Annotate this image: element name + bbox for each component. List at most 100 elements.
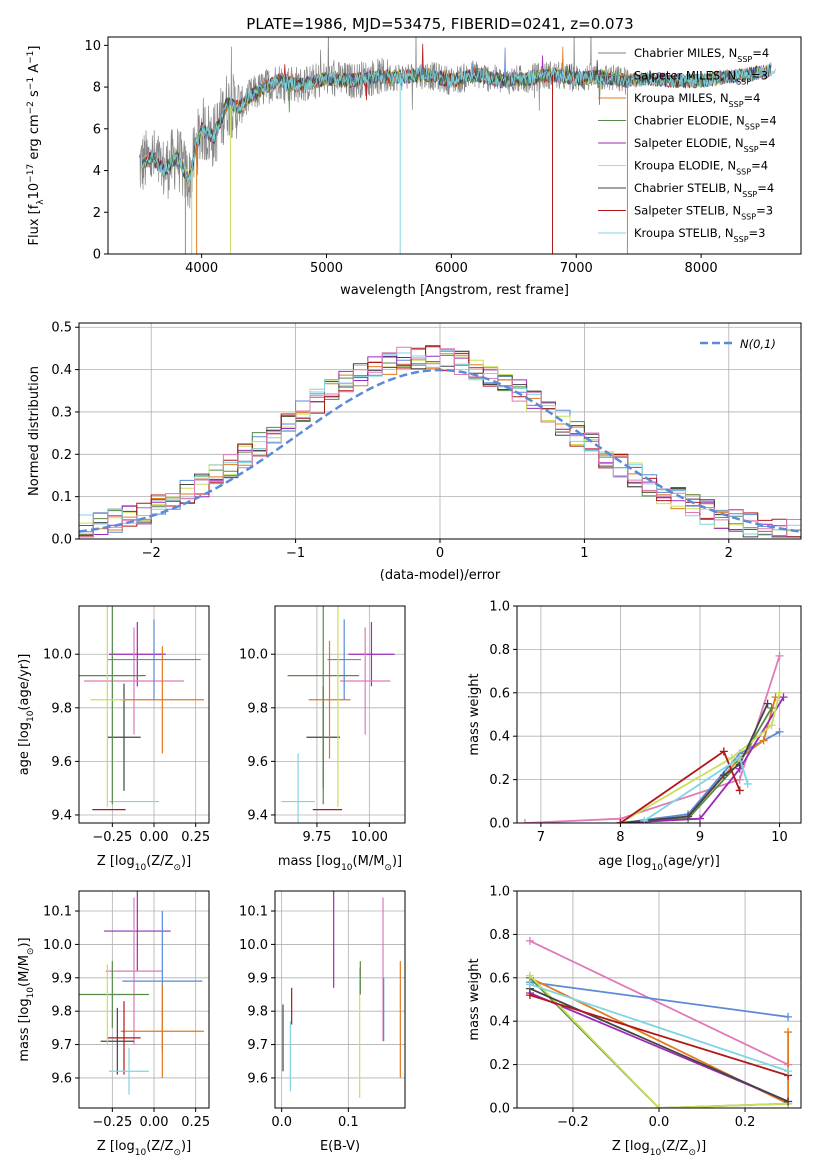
mass-weight-point (525, 971, 534, 980)
y-tick-label: 10.1 (43, 905, 72, 920)
mass-weight-vs-metallicity-panel: −0.2 0.0 0.2 0.0 0.2 0.4 0.6 0.8 1.0 Z [log10(Z/Z… (467, 885, 802, 1158)
x-tick-label: −2 (142, 546, 161, 561)
y-tick-label: 2 (93, 206, 101, 221)
y-tick-label: 0.2 (51, 448, 72, 463)
y-tick-label: 9.4 (247, 808, 268, 823)
legend-entry-label: N(0,1) (740, 337, 776, 351)
mass-weight-point (743, 779, 752, 788)
error-bars (79, 891, 204, 1095)
mass-weight-point (684, 812, 693, 821)
legend-entry-label: Salpeter STELIB, NSSP=3 (634, 204, 773, 222)
y-tick-label: 9.7 (247, 1038, 268, 1053)
spectrum-lines (138, 37, 776, 254)
y-axis-label: age [log10(age/yr)] (17, 654, 36, 776)
histogram-series-step (79, 345, 801, 538)
y-tick-label: 0.6 (489, 971, 510, 986)
mass-weight-point (525, 980, 534, 989)
y-axis-label: Flux [fλ10−17 erg cm−2 s−1 A−1] (26, 46, 46, 246)
x-tick-label: 9.75 (302, 830, 331, 845)
age-vs-metallicity-panel: −0.25 0.00 0.25 9.4 9.6 9.8 10.0 Z [log10(Z/Z⊙)… (17, 605, 210, 873)
y-axis-label: Normed distribution (27, 366, 42, 496)
mass-weight-point (775, 727, 784, 736)
x-axis-label: Z [log10(Z/Z⊙)] (97, 1139, 191, 1158)
mass-weight-series-line (529, 974, 789, 1108)
x-axis-label: age [log10(age/yr)] (598, 854, 720, 873)
age-vs-mass-panel: 9.75 10.00 9.4 9.6 9.8 10.0 mass [log10(M/M⊙)] (239, 605, 406, 873)
y-tick-label: 0.2 (489, 1058, 510, 1073)
mass-weight-series-line (529, 994, 789, 1077)
mass-weight-point (727, 753, 736, 762)
x-tick-label: 0.0 (649, 1115, 670, 1130)
mass-weight-point (775, 688, 784, 697)
mass-weight-point (767, 703, 776, 712)
y-tick-label: 10 (84, 39, 101, 54)
axes-frame (274, 605, 406, 824)
mass-weight-series-line (529, 987, 789, 1103)
legend-entry-label: Chabrier ELODIE, NSSP=4 (634, 114, 777, 132)
mass-weight-point (735, 753, 744, 762)
y-tick-label: 9.9 (247, 971, 268, 986)
x-tick-label: 0.2 (735, 1115, 756, 1130)
axes-frame (516, 605, 802, 824)
y-tick-label: 9.6 (247, 1071, 268, 1086)
y-tick-label: 10.0 (239, 938, 268, 953)
mass-weight-lines (520, 651, 788, 823)
y-axis-label: mass [log10(M/M⊙)] (17, 937, 36, 1061)
x-tick-label: −0.25 (92, 830, 132, 845)
mass-weight-point (763, 699, 772, 708)
x-axis-label: E(B-V) (320, 1139, 360, 1154)
y-axis-label: mass weight (467, 958, 482, 1040)
figure-title: PLATE=1986, MJD=53475, FIBERID=0241, z=0… (246, 15, 633, 33)
legend-entry-label: Salpeter MILES, NSSP=3 (634, 69, 768, 87)
x-tick-label: 0.00 (140, 1115, 169, 1130)
mass-vs-extinction-panel: 0.0 0.1 9.6 9.7 9.8 9.9 10.0 10.1 E(B-V) (239, 890, 406, 1154)
mass-weight-point (784, 1067, 793, 1076)
y-tick-label: 9.6 (247, 755, 268, 770)
x-tick-label: −0.2 (557, 1115, 589, 1130)
error-bars (282, 891, 401, 1098)
y-tick-label: 9.4 (51, 808, 72, 823)
y-tick-label: 1.0 (489, 600, 510, 615)
mass-weight-point (784, 1097, 793, 1106)
gaussian-reference-curve (79, 368, 801, 533)
spectrum-series-line (141, 63, 776, 183)
legend-entry-label: Kroupa ELODIE, NSSP=4 (634, 159, 768, 177)
axes-frame (78, 605, 210, 824)
y-tick-label: 9.7 (51, 1038, 72, 1053)
mass-weight-lines (525, 936, 793, 1108)
mass-weight-point (719, 771, 728, 780)
axes-frame (78, 322, 802, 540)
x-tick-label: 7 (537, 830, 545, 845)
y-tick-label: 4 (93, 164, 101, 179)
y-tick-label: 9.9 (51, 971, 72, 986)
y-tick-label: 9.6 (51, 1071, 72, 1086)
mass-weight-point (784, 1028, 793, 1037)
mass-weight-series-line (529, 983, 789, 1072)
y-tick-label: 0.1 (51, 490, 72, 505)
x-tick-label: 0.00 (140, 830, 169, 845)
y-tick-label: 0.0 (489, 817, 510, 832)
legend-entry-label: Kroupa MILES, NSSP=4 (634, 91, 760, 109)
y-tick-label: 9.8 (51, 1005, 72, 1020)
x-tick-label: 0.25 (181, 1115, 210, 1130)
legend-entry-label: Chabrier STELIB, NSSP=4 (634, 181, 774, 199)
x-tick-label: 0.0 (271, 1115, 292, 1130)
legend-entry-label: Chabrier MILES, NSSP=4 (634, 46, 769, 64)
error-bars (281, 606, 395, 823)
y-tick-label: 10.1 (239, 905, 268, 920)
y-tick-label: 8 (93, 81, 101, 96)
mass-weight-series-line (619, 692, 781, 823)
mass-weight-point (775, 651, 784, 660)
x-tick-label: 4000 (185, 261, 218, 276)
spectrum-panel: 4000 5000 6000 7000 8000 0 2 4 6 8 10 Chabrier MILE… (26, 36, 802, 298)
x-tick-label: 5000 (310, 261, 343, 276)
x-tick-label: 1 (580, 546, 588, 561)
x-axis-label: (data-model)/error (380, 568, 501, 583)
x-tick-label: 6000 (435, 261, 468, 276)
mass-weight-point (655, 1104, 663, 1108)
mass-weight-point (525, 991, 534, 1000)
y-tick-label: 0.4 (489, 730, 510, 745)
error-bars (79, 606, 204, 811)
y-tick-label: 0.0 (51, 533, 72, 548)
y-tick-label: 10.0 (43, 938, 72, 953)
